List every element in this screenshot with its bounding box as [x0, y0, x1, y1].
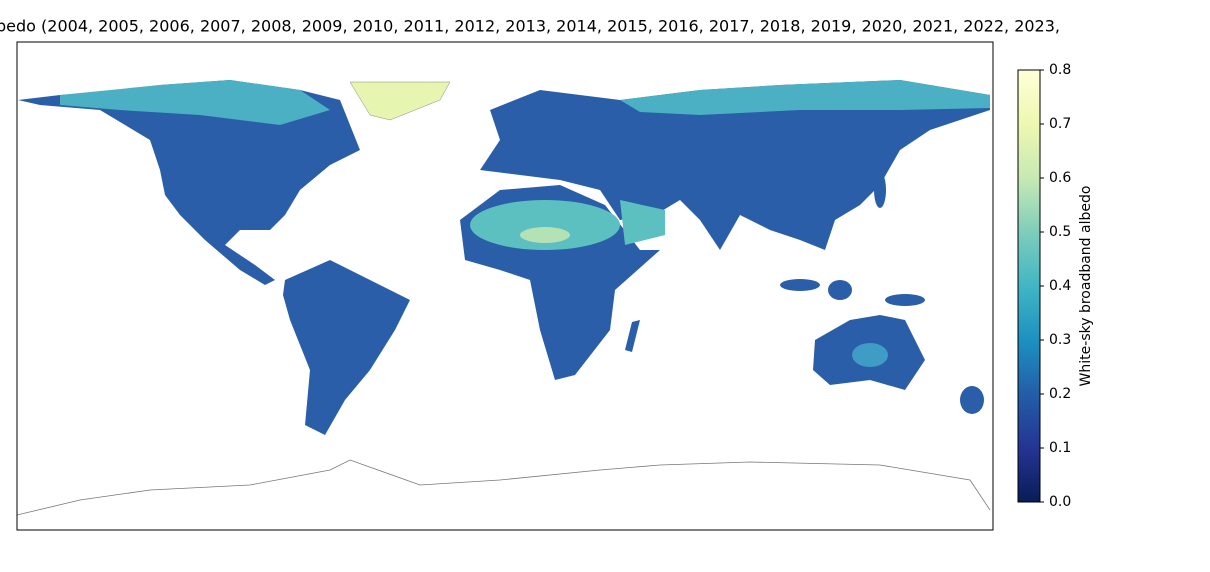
japan: [874, 172, 886, 208]
arctic-canada: [60, 80, 330, 125]
new-guinea: [885, 294, 925, 306]
map: [17, 80, 991, 516]
colorbar-tick-label: 0.4: [1049, 278, 1071, 294]
colorbar-tick-label: 0.7: [1049, 116, 1071, 132]
colorbar-tick-label: 0.8: [1049, 62, 1071, 78]
map-frame: [16, 41, 994, 531]
madagascar: [625, 320, 640, 352]
australia-interior: [852, 343, 888, 367]
colorbar-tick-label: 0.5: [1049, 224, 1071, 240]
north-america: [18, 80, 360, 285]
map-title: bedo (2004, 2005, 2006, 2007, 2008, 2009…: [0, 17, 1060, 36]
colorbar-tick-label: 0.0: [1049, 494, 1071, 510]
sahara-bright: [520, 227, 570, 243]
colorbar-tick-label: 0.3: [1049, 332, 1071, 348]
new-zealand: [960, 386, 984, 414]
south-america: [283, 260, 410, 435]
antarctica-coast: [17, 459, 991, 516]
sahara: [470, 200, 620, 250]
siberia: [620, 80, 990, 115]
borneo: [828, 280, 852, 300]
eurasia: [480, 80, 990, 250]
sumatra-borneo: [780, 279, 820, 291]
colorbar-label: White-sky broadband albedo: [1078, 186, 1094, 387]
greenland: [349, 81, 451, 121]
colorbar: [1017, 69, 1041, 503]
arabia: [620, 200, 665, 245]
colorbar-tick-label: 0.2: [1049, 386, 1071, 402]
colorbar-tick-label: 0.1: [1049, 440, 1071, 456]
colorbar-tick-label: 0.6: [1049, 170, 1071, 186]
